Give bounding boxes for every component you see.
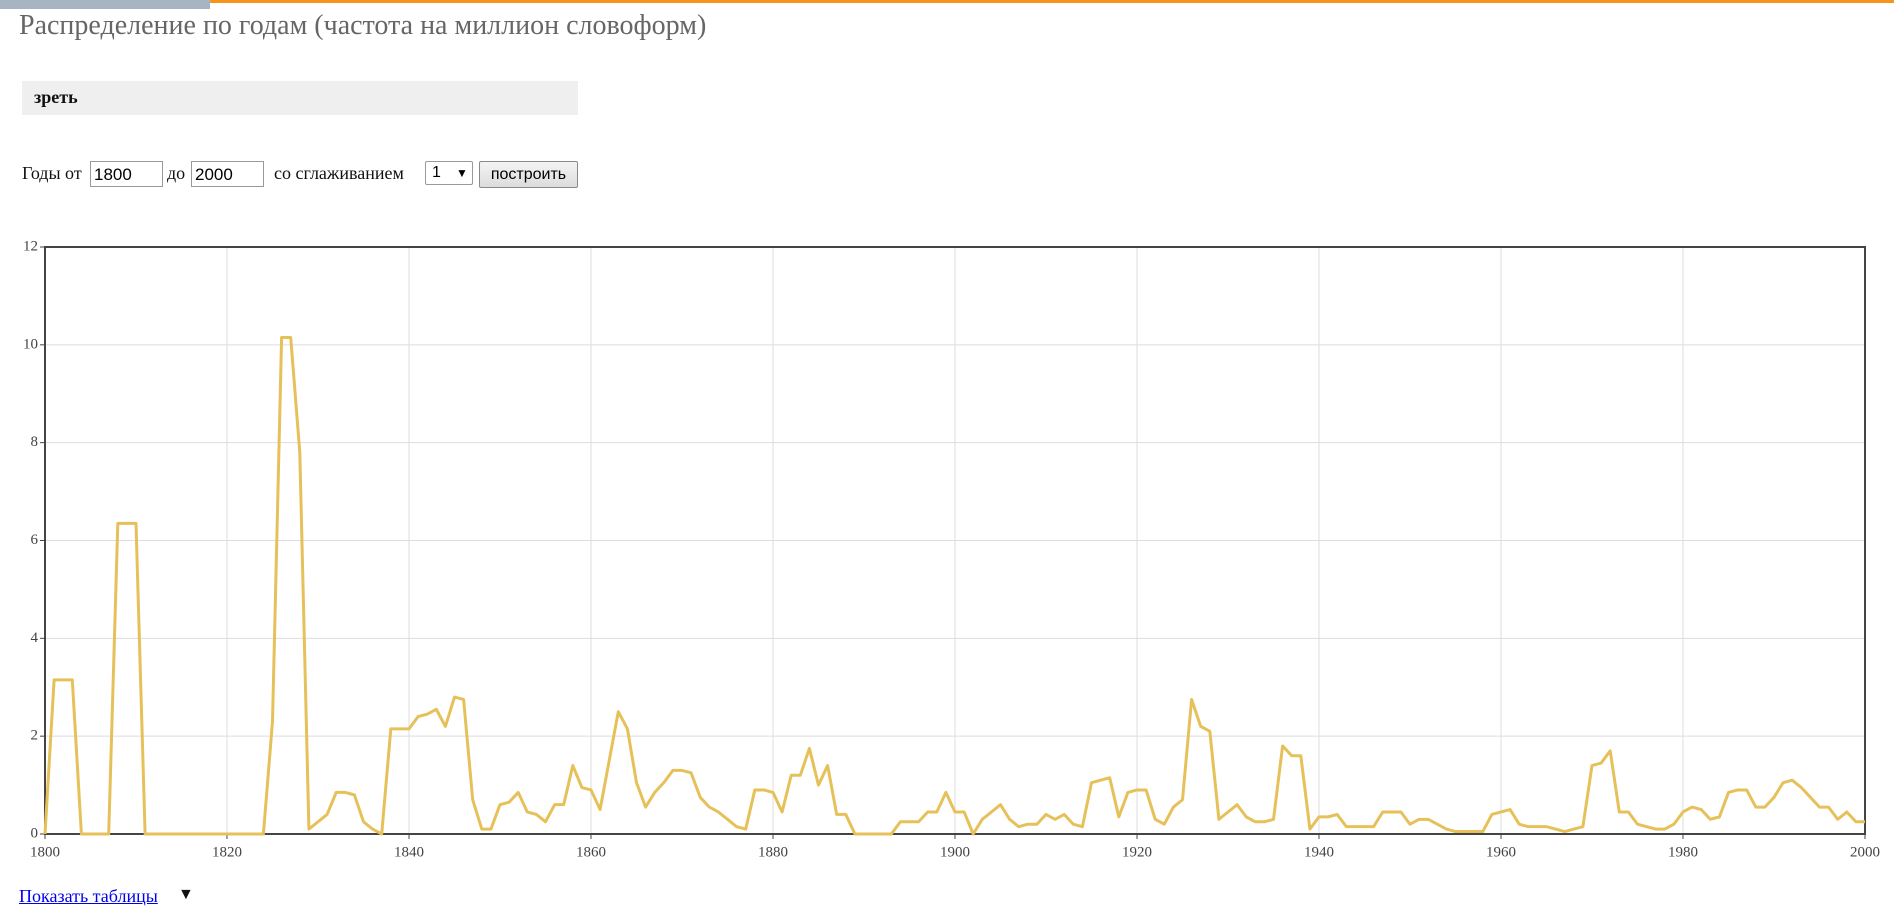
build-button[interactable]: построить bbox=[479, 161, 578, 188]
x-tick-label: 1800 bbox=[30, 844, 60, 860]
from-input[interactable]: 1800 bbox=[90, 161, 163, 187]
x-tick-label: 1820 bbox=[212, 844, 242, 860]
y-tick-label: 2 bbox=[31, 728, 39, 744]
x-tick-label: 1860 bbox=[576, 844, 606, 860]
y-tick-label: 0 bbox=[31, 825, 39, 841]
y-tick-label: 8 bbox=[31, 434, 39, 450]
plot-frame bbox=[44, 246, 1866, 835]
smoothing-select[interactable]: 1 bbox=[425, 161, 473, 185]
query-box bbox=[22, 81, 578, 115]
x-tick-label: 1940 bbox=[1304, 844, 1334, 860]
data-line bbox=[43, 335, 1865, 836]
to-input[interactable]: 2000 bbox=[191, 161, 264, 187]
x-tick-label: 1900 bbox=[940, 844, 970, 860]
from-label: Годы от bbox=[22, 163, 82, 183]
toggle-arrow: ▼ bbox=[178, 886, 194, 903]
top-bar bbox=[0, 0, 1894, 3]
select-arrow: ▼ bbox=[456, 166, 468, 180]
y-tick-label: 12 bbox=[23, 238, 38, 254]
page-title: Распределение по годам (частота на милли… bbox=[19, 10, 707, 41]
chart: 0 2 4 6 8 10 12 1800 1820 1840 1860 1880 1900 1920 194… bbox=[23, 238, 1880, 860]
show-tables-link[interactable]: Показать таблицы bbox=[19, 886, 158, 906]
x-tick-label: 2000 bbox=[1850, 844, 1880, 860]
to-label: до bbox=[167, 163, 186, 183]
x-tick-label: 1840 bbox=[394, 844, 424, 860]
x-tick-label: 1880 bbox=[758, 844, 788, 860]
x-tick-label: 1960 bbox=[1486, 844, 1516, 860]
x-tick-label: 1980 bbox=[1668, 844, 1698, 860]
y-tick-label: 6 bbox=[31, 532, 39, 548]
query-word: зреть bbox=[34, 87, 78, 107]
y-tick-label: 10 bbox=[23, 336, 38, 352]
top-tab bbox=[0, 0, 210, 9]
y-tick-label: 4 bbox=[31, 630, 39, 646]
smoothing-label: со сглаживанием bbox=[274, 163, 404, 183]
x-tick-label: 1920 bbox=[1122, 844, 1152, 860]
